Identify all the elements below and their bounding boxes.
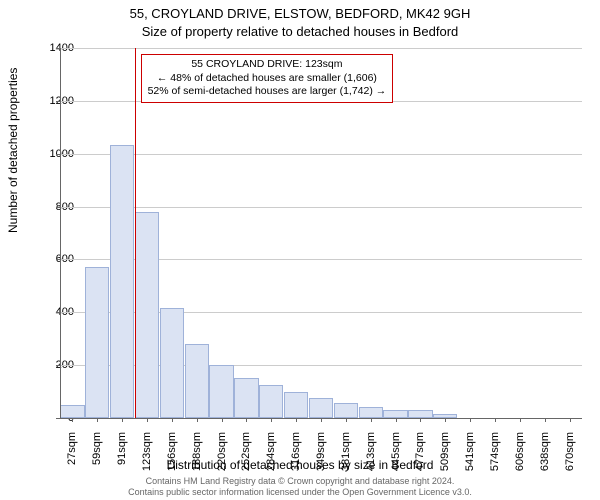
x-tick-mark bbox=[520, 418, 521, 422]
histogram-bar bbox=[334, 403, 358, 418]
histogram-bar bbox=[160, 308, 184, 418]
x-tick-mark bbox=[296, 418, 297, 422]
histogram-bar bbox=[383, 410, 407, 418]
x-tick-mark bbox=[271, 418, 272, 422]
grid-line bbox=[60, 207, 582, 208]
x-tick-mark bbox=[570, 418, 571, 422]
y-axis-label: Number of detached properties bbox=[6, 68, 20, 233]
histogram-bar bbox=[408, 410, 432, 418]
histogram-bar bbox=[234, 378, 258, 418]
x-tick-mark bbox=[97, 418, 98, 422]
histogram-bar bbox=[259, 385, 283, 418]
histogram-bar bbox=[185, 344, 209, 418]
chart-container: 55, CROYLAND DRIVE, ELSTOW, BEDFORD, MK4… bbox=[0, 0, 600, 500]
histogram-bar bbox=[309, 398, 333, 418]
x-tick-mark bbox=[545, 418, 546, 422]
histogram-bar bbox=[85, 267, 109, 418]
x-tick-mark bbox=[396, 418, 397, 422]
x-tick-mark bbox=[420, 418, 421, 422]
annotation-box: 55 CROYLAND DRIVE: 123sqm← 48% of detach… bbox=[141, 54, 394, 103]
chart-title-line1: 55, CROYLAND DRIVE, ELSTOW, BEDFORD, MK4… bbox=[0, 6, 600, 21]
footer-line2: Contains public sector information licen… bbox=[0, 487, 600, 498]
x-tick-mark bbox=[346, 418, 347, 422]
histogram-bar bbox=[60, 405, 84, 418]
y-axis-line bbox=[60, 48, 61, 418]
grid-line bbox=[60, 48, 582, 49]
x-tick-mark bbox=[147, 418, 148, 422]
x-tick-mark bbox=[495, 418, 496, 422]
x-tick-mark bbox=[197, 418, 198, 422]
x-tick-mark bbox=[222, 418, 223, 422]
x-tick-mark bbox=[470, 418, 471, 422]
histogram-bar bbox=[209, 365, 233, 418]
histogram-bar bbox=[284, 392, 308, 418]
marker-line bbox=[135, 48, 136, 418]
grid-line bbox=[60, 154, 582, 155]
histogram-bar bbox=[135, 212, 159, 418]
plot-area: 55 CROYLAND DRIVE: 123sqm← 48% of detach… bbox=[60, 48, 582, 418]
chart-title-line2: Size of property relative to detached ho… bbox=[0, 24, 600, 39]
annotation-line3: 52% of semi-detached houses are larger (… bbox=[148, 85, 387, 99]
x-tick-mark bbox=[246, 418, 247, 422]
x-tick-mark bbox=[321, 418, 322, 422]
histogram-bar bbox=[359, 407, 383, 418]
x-tick-mark bbox=[371, 418, 372, 422]
x-tick-mark bbox=[172, 418, 173, 422]
x-tick-mark bbox=[122, 418, 123, 422]
x-tick-mark bbox=[72, 418, 73, 422]
histogram-bar bbox=[110, 145, 134, 418]
footer-line1: Contains HM Land Registry data © Crown c… bbox=[0, 476, 600, 487]
x-tick-mark bbox=[445, 418, 446, 422]
annotation-line1: 55 CROYLAND DRIVE: 123sqm bbox=[148, 58, 387, 72]
x-axis-label: Distribution of detached houses by size … bbox=[0, 458, 600, 472]
annotation-line2: ← 48% of detached houses are smaller (1,… bbox=[148, 72, 387, 86]
